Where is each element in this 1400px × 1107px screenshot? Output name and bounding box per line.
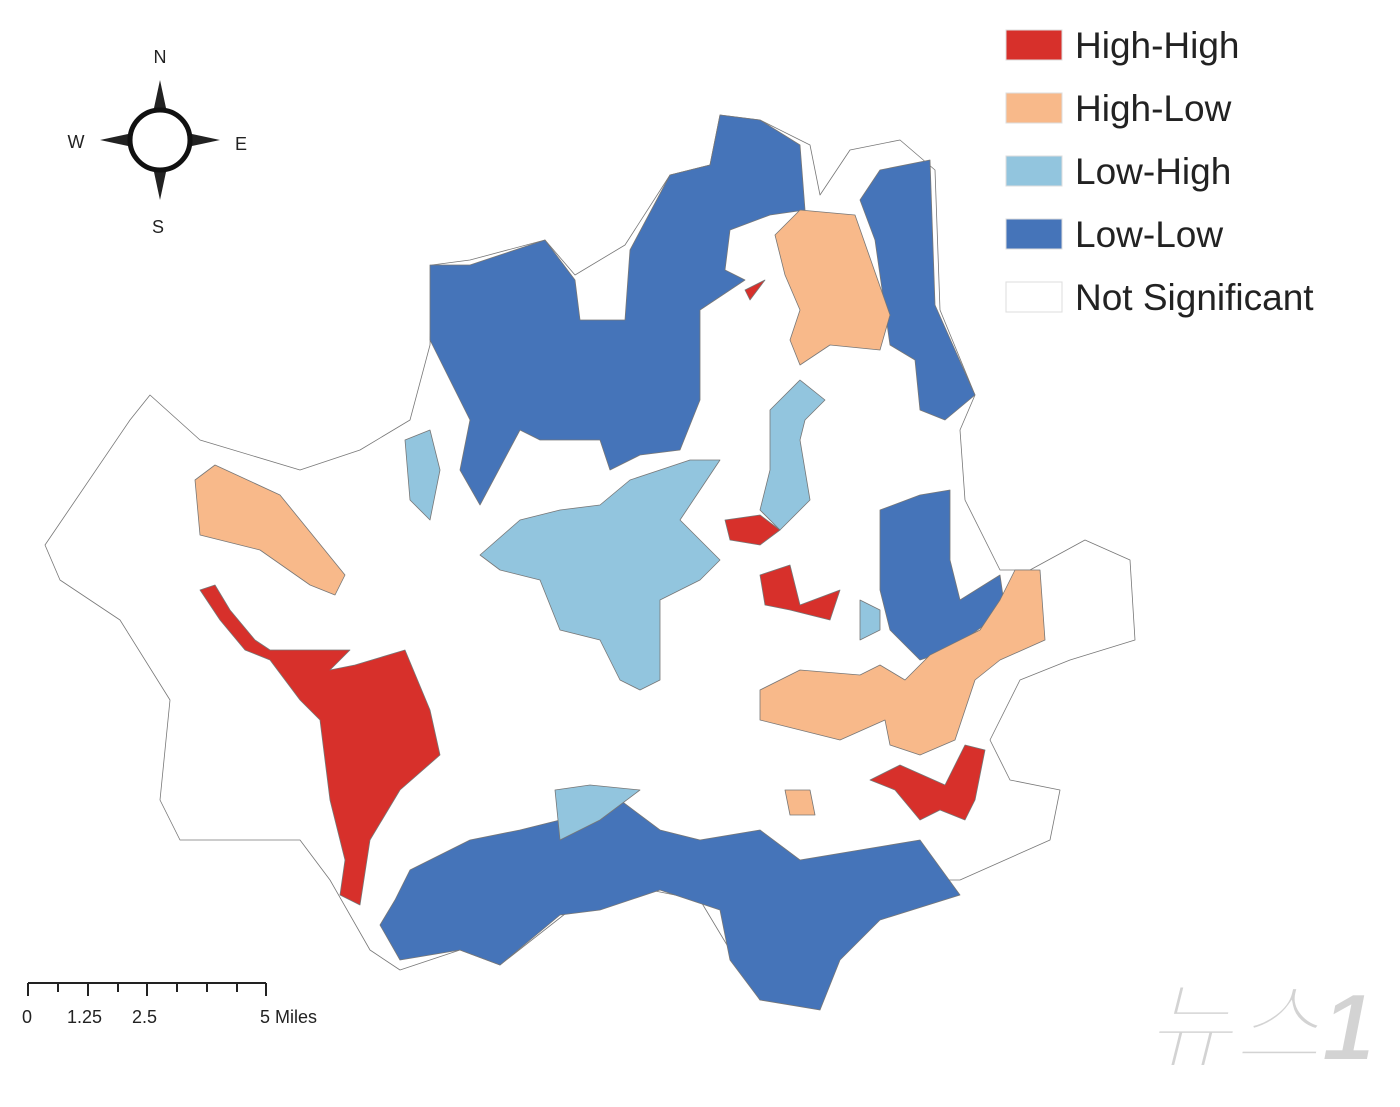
districts: [44, 114, 1136, 1011]
legend-swatch: [1005, 281, 1063, 313]
high-high-area: [869, 744, 986, 821]
compass-arrow: [154, 172, 166, 200]
scale-label: 0: [22, 1007, 32, 1027]
scale-label: 2.5: [132, 1007, 157, 1027]
high-high-area: [759, 564, 841, 621]
legend-label: Low-Low: [1075, 214, 1223, 255]
high-high-area: [744, 279, 766, 301]
compass-west: W: [68, 132, 85, 152]
low-high-area: [479, 459, 721, 691]
high-low-area: [784, 789, 816, 816]
legend-swatch: [1005, 92, 1063, 124]
scale-bar: [27, 982, 267, 996]
high-low-area: [774, 209, 891, 366]
low-low-area: [429, 114, 806, 506]
legend-label: Low-High: [1075, 151, 1231, 192]
watermark: 뉴스1: [1145, 974, 1375, 1081]
legend-swatch: [1005, 218, 1063, 250]
high-low-area: [194, 464, 346, 596]
high-low-area: [759, 569, 1046, 756]
high-high-area: [199, 584, 441, 906]
compass-south: S: [152, 217, 164, 237]
compass-east: E: [235, 134, 247, 154]
low-high-area: [404, 429, 441, 521]
legend-swatch: [1005, 155, 1063, 187]
low-high-area: [554, 784, 641, 841]
scale-label: 5 Miles: [260, 1007, 317, 1027]
legend-label: High-Low: [1075, 88, 1232, 129]
compass-arrow: [154, 80, 166, 108]
legend-label: High-High: [1075, 25, 1240, 66]
low-high-area: [859, 599, 881, 641]
compass: N S E W: [68, 47, 248, 237]
compass-arrow: [100, 134, 128, 146]
legend: High-High High-Low Low-High Low-Low Not Sign…: [1005, 25, 1314, 318]
legend-swatch: [1005, 29, 1063, 61]
high-high-area: [724, 514, 781, 546]
legend-label: Not Significant: [1075, 277, 1314, 318]
compass-ring: [127, 107, 193, 173]
compass-north: N: [154, 47, 167, 67]
compass-arrow: [192, 134, 220, 146]
low-low-area: [879, 489, 1006, 661]
low-high-area: [759, 379, 826, 531]
scale-label: 1.25: [67, 1007, 102, 1027]
